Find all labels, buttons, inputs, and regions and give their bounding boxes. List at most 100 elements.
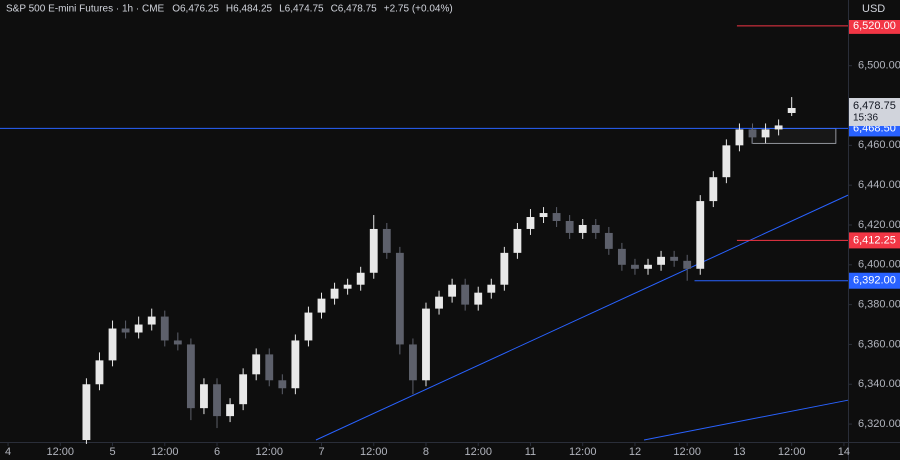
candle-body [552, 213, 561, 221]
candle [683, 254, 692, 281]
candle-body [578, 224, 587, 233]
candle-body [369, 228, 378, 273]
candle-body [317, 298, 326, 313]
x-tick-label: 12:00 [673, 446, 701, 458]
candle [200, 378, 208, 415]
candle-body [95, 360, 104, 385]
candle-body [683, 260, 692, 269]
candle-body [474, 292, 483, 305]
x-tick-label: 12:00 [47, 446, 75, 458]
candle [108, 320, 117, 367]
x-tick-label: 8 [423, 446, 429, 458]
candle [278, 374, 287, 395]
candle-body [735, 129, 744, 146]
candle-body [448, 284, 457, 297]
candle-body [108, 328, 117, 361]
candle-body [631, 264, 639, 269]
candle-body [226, 404, 234, 417]
candle-body [147, 316, 156, 325]
candle [500, 246, 509, 291]
ohlc-label: +2.75 (+0.04%) [384, 4, 453, 15]
x-tick-label: 12 [629, 446, 641, 458]
level-label: 6,412.25 [853, 234, 896, 246]
x-tick-label: 12:00 [151, 446, 179, 458]
candle [186, 338, 195, 421]
candle [448, 278, 457, 303]
trend-line [315, 194, 849, 441]
candle [356, 266, 365, 291]
candle [709, 171, 718, 208]
candle [657, 250, 665, 271]
y-tick-label: 6,400.00 [858, 259, 900, 271]
candle [304, 306, 313, 347]
trend-line [643, 399, 849, 441]
x-tick-label: 14 [838, 446, 850, 458]
candle [382, 222, 391, 259]
candle-body [617, 248, 626, 265]
candle [134, 316, 143, 339]
candle [317, 292, 326, 319]
candle [761, 123, 770, 144]
candle [160, 310, 169, 347]
candle [121, 320, 130, 339]
candle-body [343, 284, 352, 289]
candle [552, 207, 561, 227]
candle-body [422, 308, 430, 381]
candle [461, 278, 470, 311]
level-label-box [849, 232, 900, 249]
currency-box [849, 0, 900, 20]
header: S&P 500 E-mini Futures · 1h · CME [6, 4, 165, 15]
ohlc-label: H6,484.25 [226, 4, 273, 15]
candle [539, 207, 548, 223]
candle-body [278, 380, 287, 389]
y-tick-label: 6,380.00 [858, 299, 900, 311]
candle-body [696, 201, 705, 269]
candle-body [252, 354, 261, 375]
candle-body [513, 228, 522, 253]
candle-body [291, 340, 300, 389]
candle-body [239, 374, 248, 405]
candle-body [200, 384, 208, 409]
x-tick-label: 6 [214, 446, 220, 458]
x-tick-label: 12:00 [464, 446, 492, 458]
candle-body [435, 296, 443, 309]
candle-body [722, 145, 731, 178]
current-price-box [849, 98, 900, 127]
candle [422, 302, 430, 387]
candle [526, 209, 535, 235]
candle-body [565, 221, 574, 233]
x-tick-label: 4 [5, 446, 11, 458]
candle-body [330, 288, 339, 299]
candle [774, 119, 783, 136]
candle-body [500, 252, 509, 285]
ohlc-label: O6,476.25 [172, 4, 219, 15]
candle [565, 215, 574, 239]
candle [748, 123, 757, 144]
x-tick-label: 7 [318, 446, 324, 458]
candle [226, 398, 234, 423]
candle [631, 258, 639, 275]
currency-label: USD [862, 3, 885, 15]
candle-body [748, 129, 757, 138]
level-label: 6,520.00 [853, 20, 896, 32]
current-price-label: 6,478.75 [853, 100, 896, 112]
candle [343, 278, 352, 295]
y-tick-label: 6,420.00 [858, 219, 900, 231]
candle-body [487, 284, 496, 293]
y-tick-label: 6,500.00 [858, 60, 900, 72]
candle [670, 250, 679, 267]
candle [487, 278, 496, 299]
candle [435, 290, 443, 315]
candle-body [121, 328, 130, 333]
countdown: 15:36 [853, 113, 878, 124]
candle-body [761, 129, 770, 138]
y-tick-label: 6,440.00 [858, 179, 900, 191]
candle [265, 348, 274, 387]
y-tick-label: 6,340.00 [858, 378, 900, 390]
candle [578, 219, 587, 239]
candle [147, 308, 156, 331]
x-tick-label: 12:00 [255, 446, 283, 458]
candle [395, 246, 404, 355]
